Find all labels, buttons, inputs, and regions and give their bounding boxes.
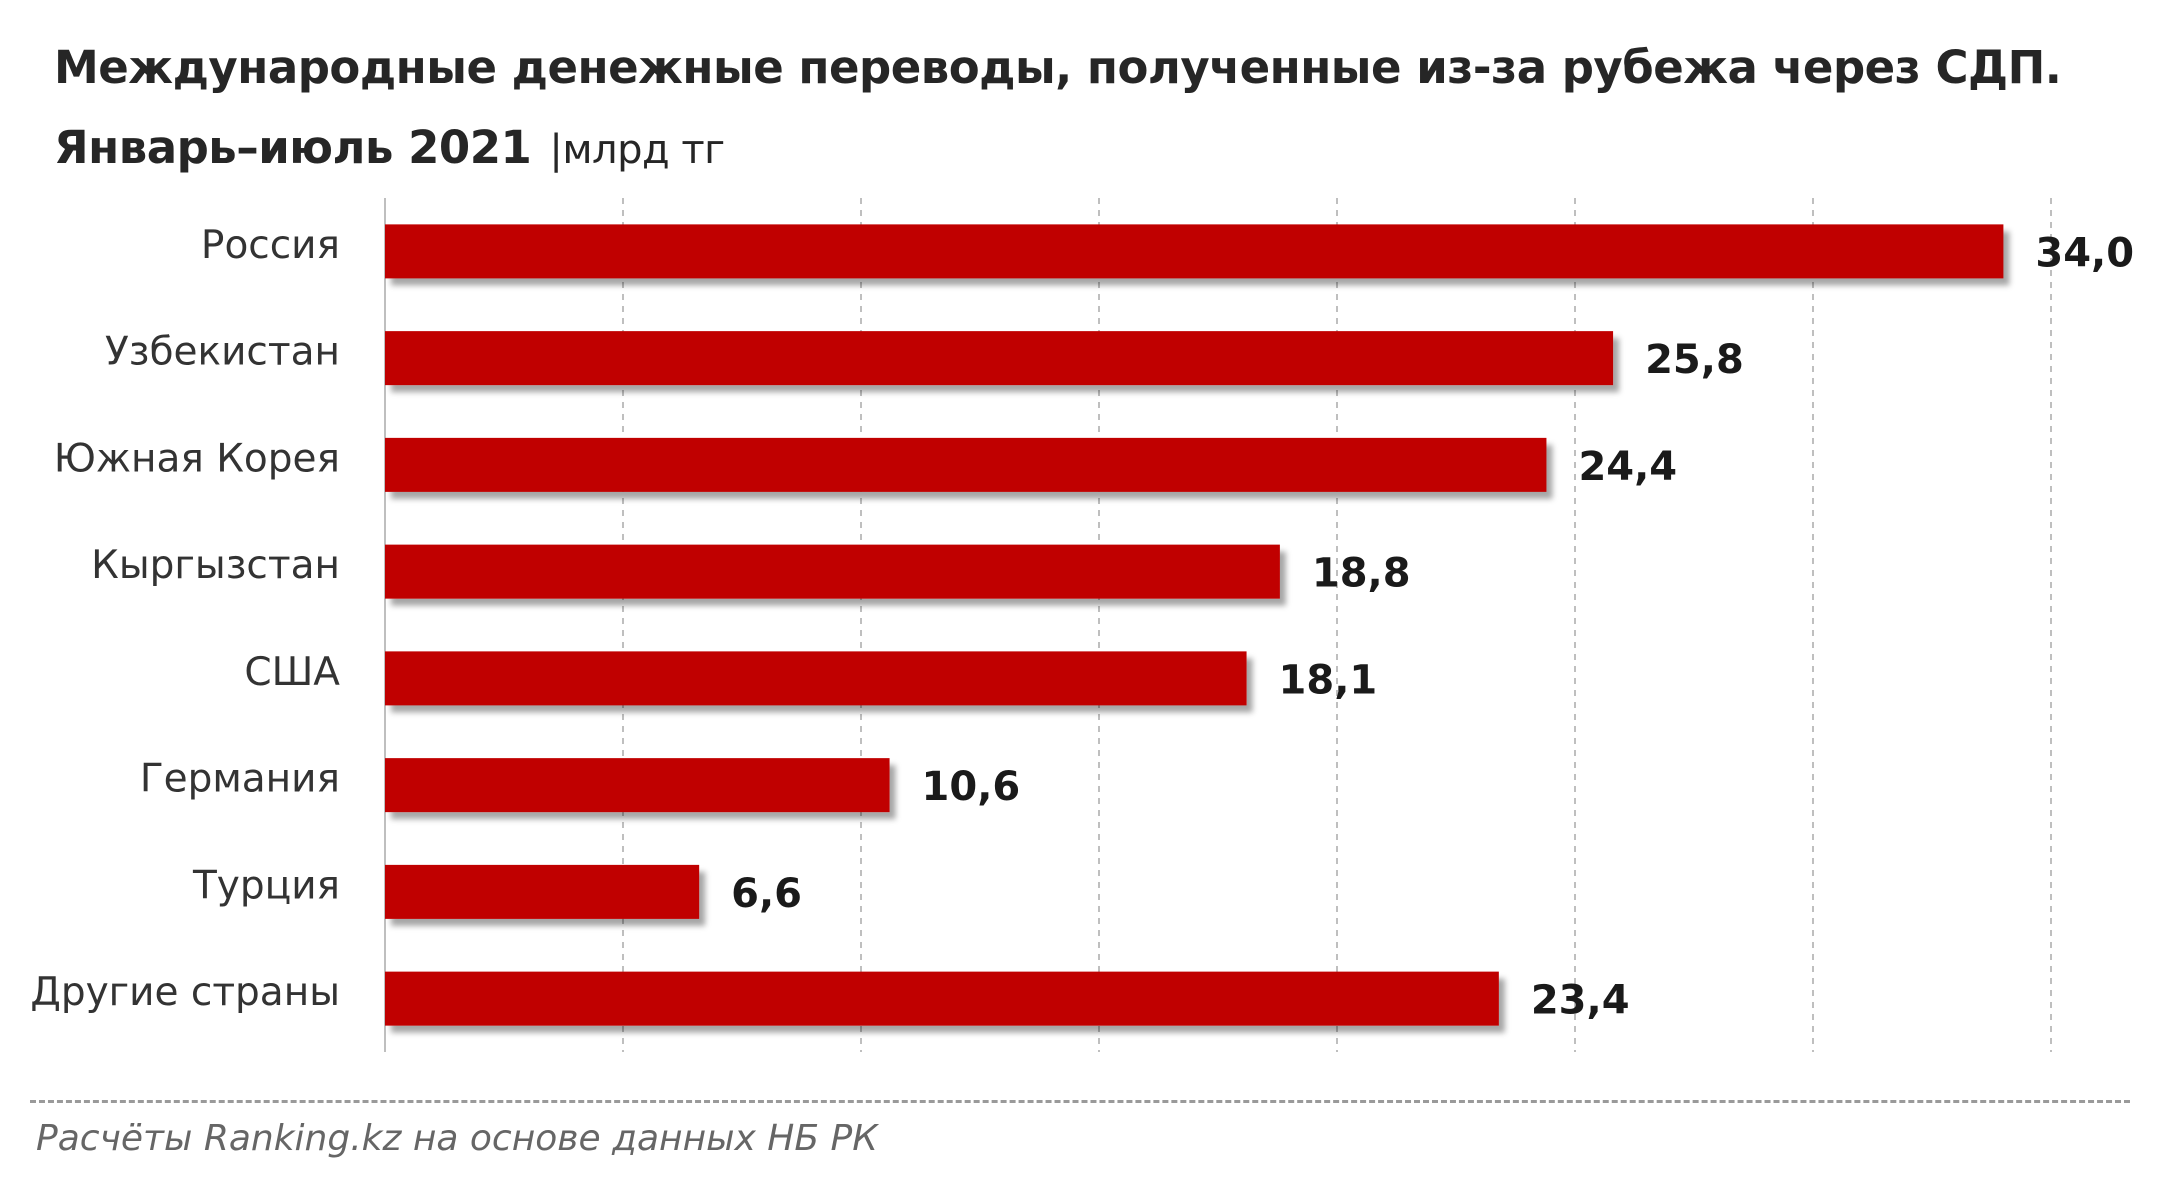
category-label: Турция — [192, 863, 340, 908]
category-label: Узбекистан — [105, 330, 340, 375]
category-label: Россия — [201, 223, 340, 268]
bar — [385, 437, 1547, 492]
bar-chart: Россия 34,0 Узбекистан 25,8 Южная Корея 24,4 К… — [30, 198, 2134, 1052]
bar — [385, 758, 890, 813]
data-label: 18,1 — [1279, 657, 1378, 703]
bar — [385, 651, 1247, 706]
data-label: 6,6 — [731, 871, 802, 917]
title-line-1: Международные денежные переводы, получен… — [54, 41, 2062, 94]
data-label: 24,4 — [1578, 444, 1677, 490]
data-label: 34,0 — [2035, 230, 2134, 276]
footer-divider — [30, 1100, 2130, 1103]
title-line-2: Январь–июль 2021 |млрд тг — [54, 108, 2134, 190]
source-note: Расчёты Ranking.kz на основе данных НБ Р… — [36, 1118, 878, 1159]
chart-title: Международные денежные переводы, получен… — [54, 28, 2134, 190]
bar — [385, 544, 1280, 599]
bar — [385, 224, 2004, 279]
category-label: Другие страны — [30, 970, 340, 1015]
category-label: США — [244, 650, 340, 695]
bar — [385, 331, 1614, 386]
category-label: Южная Корея — [54, 436, 340, 481]
data-label: 25,8 — [1645, 337, 1744, 383]
bar — [385, 864, 700, 919]
title-period: Январь–июль 2021 — [54, 121, 532, 174]
category-label: Кыргызстан — [91, 543, 340, 588]
data-label: 23,4 — [1531, 978, 1630, 1024]
data-label: 10,6 — [922, 764, 1021, 810]
bar — [385, 971, 1499, 1026]
data-label: 18,8 — [1312, 551, 1411, 597]
category-label: Германия — [140, 757, 340, 802]
title-unit: |млрд тг — [549, 127, 725, 173]
